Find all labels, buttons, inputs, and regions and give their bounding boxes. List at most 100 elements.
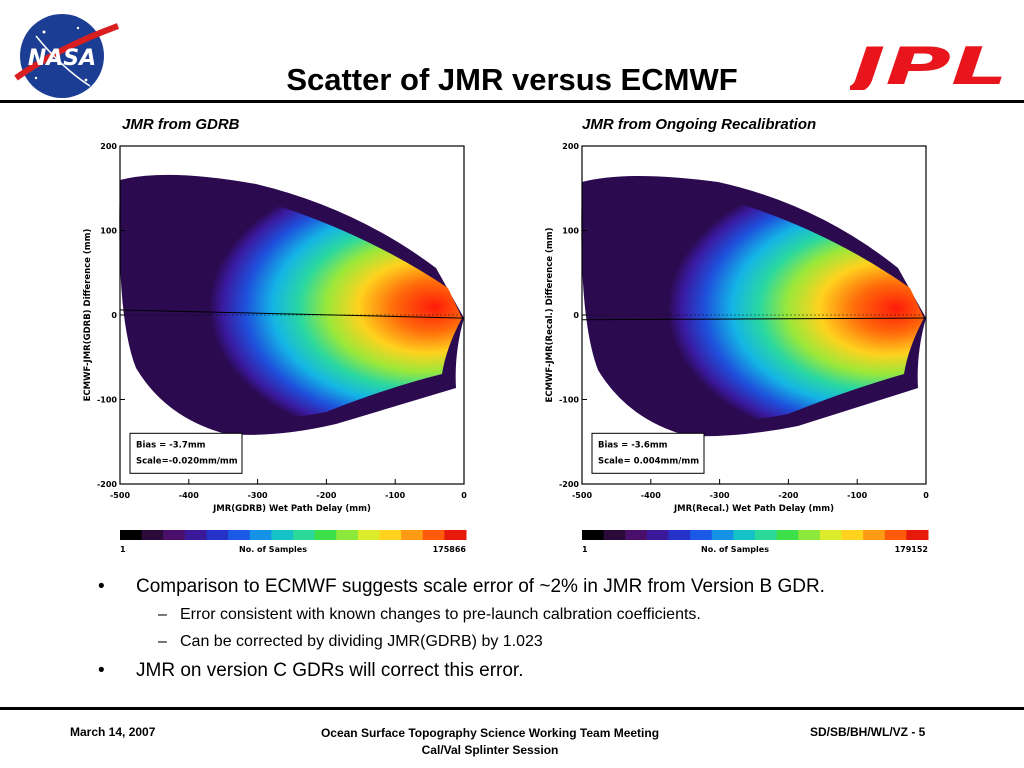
x-tick-label: -300 xyxy=(248,491,268,500)
colorbar-swatch xyxy=(163,530,186,540)
colorbar-swatch xyxy=(184,530,207,540)
stats-text: Bias = -3.7mm xyxy=(136,440,206,450)
colorbar-swatch xyxy=(336,530,359,540)
colorbar-min-label: 1 xyxy=(120,545,126,554)
colorbar-swatch xyxy=(444,530,467,540)
footer-meeting-line1: Ocean Surface Topography Science Working… xyxy=(320,726,660,740)
stats-text: Scale= 0.004mm/mm xyxy=(598,456,699,466)
x-tick-label: 0 xyxy=(461,491,467,500)
fit-line xyxy=(119,309,465,319)
y-axis-label: ECMWF-JMR(GDRB) Difference (mm) xyxy=(83,228,93,401)
x-tick-label: -100 xyxy=(385,491,405,500)
colorbar-swatch xyxy=(906,530,929,540)
colorbar-swatch xyxy=(603,530,626,540)
x-tick-label: -100 xyxy=(847,491,867,500)
x-tick-label: -500 xyxy=(110,491,130,500)
bullet-marker: • xyxy=(98,660,105,681)
bullet-text: JMR on version C GDRs will correct this … xyxy=(136,660,524,681)
colorbar-swatch xyxy=(884,530,907,540)
colorbar-swatch xyxy=(733,530,756,540)
x-tick-label: -200 xyxy=(778,491,798,500)
colorbar-swatch xyxy=(206,530,229,540)
stats-text: Scale=-0.020mm/mm xyxy=(136,456,238,466)
y-tick-label: 100 xyxy=(562,227,579,236)
colorbar-swatch xyxy=(841,530,864,540)
bullet-text: Comparison to ECMWF suggests scale error… xyxy=(136,576,825,597)
jpl-logo-text: JPL xyxy=(850,40,1008,90)
colorbar-swatch xyxy=(668,530,691,540)
left-panel-title: JMR from GDRB xyxy=(122,116,240,133)
colorbar-max-label: 179152 xyxy=(895,545,928,554)
stats-box xyxy=(591,432,705,474)
footer-date: March 14, 2007 xyxy=(70,725,156,739)
y-tick-label: 200 xyxy=(562,142,579,151)
y-tick-label: -100 xyxy=(559,396,579,405)
colorbar-swatch xyxy=(625,530,648,540)
colorbar-swatch xyxy=(379,530,402,540)
y-axis-label: ECMWF-JMR(Recal.) Difference (mm) xyxy=(545,227,555,402)
colorbar-swatch xyxy=(690,530,713,540)
nasa-logo-text: NASA xyxy=(28,46,96,71)
colorbar-max-label: 175866 xyxy=(433,545,467,554)
footer-meeting: Ocean Surface Topography Science Working… xyxy=(240,725,740,759)
nasa-logo: NASA xyxy=(14,14,120,98)
bullet-text: Error consistent with known changes to p… xyxy=(180,606,701,623)
colorbar-label: No. of Samples xyxy=(701,545,769,554)
fit-line xyxy=(581,317,927,321)
density-cloud xyxy=(119,174,464,435)
x-tick-label: -300 xyxy=(710,491,730,500)
left-scatter-chart: -500 -400 -300 -200 -100 0 200 100 0 -100 -200 JMR(… xyxy=(83,142,467,554)
bullet-marker: • xyxy=(98,576,105,597)
colorbar-swatch xyxy=(228,530,251,540)
bullet-text: Can be corrected by dividing JMR(GDRB) b… xyxy=(180,633,543,650)
colorbar-swatch xyxy=(357,530,380,540)
left-axes: -500 -400 -300 -200 -100 0 200 100 0 -100 -200 JMR(… xyxy=(83,142,467,514)
bullet-marker: – xyxy=(158,633,167,650)
right-scatter-chart: -500 -400 -300 -200 -100 0 200 100 0 -100 -200 JMR(… xyxy=(545,142,929,554)
colorbar-swatch xyxy=(798,530,821,540)
y-tick-label: 200 xyxy=(100,142,117,151)
density-cloud xyxy=(581,176,926,437)
colorbar-swatch xyxy=(314,530,337,540)
y-tick-label: 0 xyxy=(573,311,579,320)
footer-meeting-line2: Cal/Val Splinter Session xyxy=(421,743,559,757)
slide-title: Scatter of JMR versus ECMWF xyxy=(286,62,738,97)
colorbar-min-label: 1 xyxy=(582,545,588,554)
colorbar-swatch xyxy=(249,530,272,540)
y-tick-label: -100 xyxy=(97,396,117,405)
colorbar-swatch xyxy=(120,530,143,540)
header-divider xyxy=(0,100,1024,103)
colorbar-label: No. of Samples xyxy=(239,545,307,554)
x-tick-label: -400 xyxy=(179,491,199,500)
colorbar-swatch xyxy=(401,530,424,540)
x-tick-label: 0 xyxy=(923,491,929,500)
right-marks: Bias = -3.6mm Scale= 0.004mm/mm 1 No. of Sa… xyxy=(581,314,929,554)
x-axis-label: JMR(Recal.) Wet Path Delay (mm) xyxy=(673,504,834,514)
x-tick-label: -400 xyxy=(641,491,661,500)
y-tick-label: 100 xyxy=(100,227,117,236)
x-tick-label: -200 xyxy=(316,491,336,500)
colorbar-swatch xyxy=(776,530,799,540)
left-marks: Bias = -3.7mm Scale=-0.020mm/mm 1 No. of Sa… xyxy=(119,309,467,554)
colorbar-swatch xyxy=(755,530,778,540)
y-tick-label: -200 xyxy=(97,480,117,489)
colorbar-swatch xyxy=(863,530,886,540)
colorbar-swatch xyxy=(711,530,734,540)
footer-divider xyxy=(0,707,1024,710)
x-axis-label: JMR(GDRB) Wet Path Delay (mm) xyxy=(212,504,371,514)
colorbar-swatch xyxy=(141,530,164,540)
stats-box xyxy=(129,432,243,474)
colorbar-swatch xyxy=(646,530,669,540)
colorbar-swatch xyxy=(293,530,316,540)
colorbar-swatch xyxy=(819,530,842,540)
colorbar-swatch xyxy=(582,530,605,540)
x-tick-label: -500 xyxy=(572,491,592,500)
footer-slide-code: SD/SB/BH/WL/VZ - 5 xyxy=(810,725,926,739)
stats-text: Bias = -3.6mm xyxy=(598,440,668,450)
right-axes: -500 -400 -300 -200 -100 0 200 100 0 -100 -200 JMR(… xyxy=(545,142,929,514)
colorbar-swatch xyxy=(422,530,445,540)
right-panel-title: JMR from Ongoing Recalibration xyxy=(582,116,817,133)
colorbar-swatch xyxy=(271,530,294,540)
bullet-marker: – xyxy=(158,606,167,623)
y-tick-label: 0 xyxy=(111,311,117,320)
